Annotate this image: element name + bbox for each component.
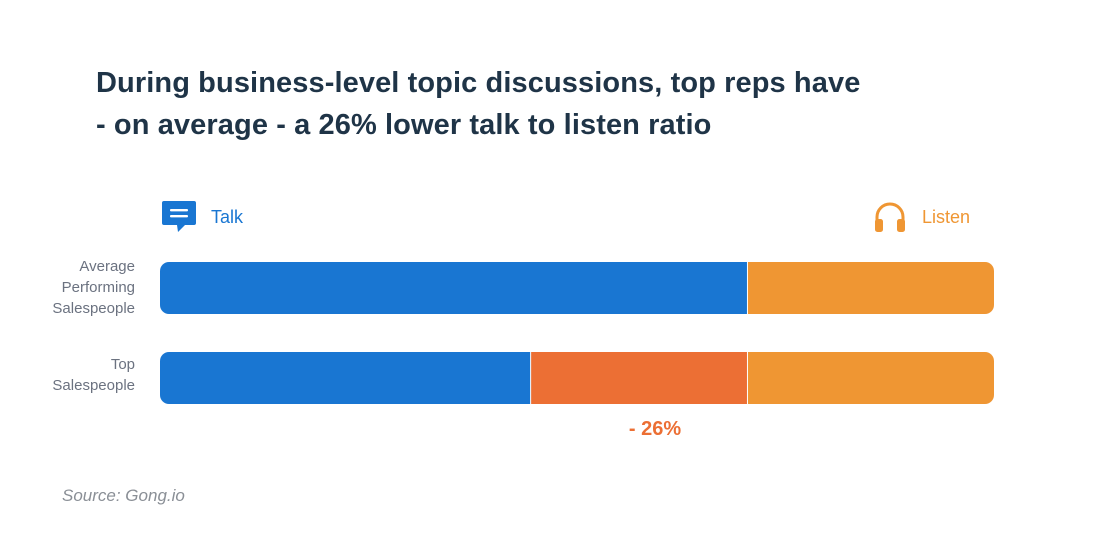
category-label-line: Salespeople — [52, 377, 135, 394]
category-label-line: Performing — [61, 279, 135, 296]
talk-segment — [160, 262, 748, 314]
category-label-line: Top — [110, 356, 135, 373]
legend-listen: Listen — [872, 200, 970, 234]
chart-title-line-2: - on average - a 26% lower talk to liste… — [96, 109, 712, 142]
category-label-line: Average — [79, 258, 135, 275]
bar-top — [160, 352, 994, 404]
bar-average — [160, 262, 994, 314]
difference-segment — [531, 352, 748, 404]
category-label-average: Average Performing Salespeople — [52, 256, 135, 319]
legend-talk-label: Talk — [211, 206, 244, 227]
listen-segment — [747, 262, 994, 314]
legend-listen-label: Listen — [922, 206, 971, 227]
legend-talk: Talk — [161, 200, 243, 234]
chat-bubble-icon — [162, 201, 196, 232]
difference-annotation: - 26% — [628, 418, 682, 440]
listen-segment — [747, 352, 994, 404]
headphones-icon — [875, 202, 905, 232]
category-label-line: Salespeople — [52, 300, 135, 317]
talk-segment — [160, 352, 532, 404]
chart-title: During business-level topic discussions,… — [96, 62, 996, 146]
category-label-top: Top Salespeople — [52, 354, 135, 396]
source-note: Source: Gong.io — [62, 486, 185, 505]
chart-title-line-1: During business-level topic discussions,… — [96, 67, 861, 99]
